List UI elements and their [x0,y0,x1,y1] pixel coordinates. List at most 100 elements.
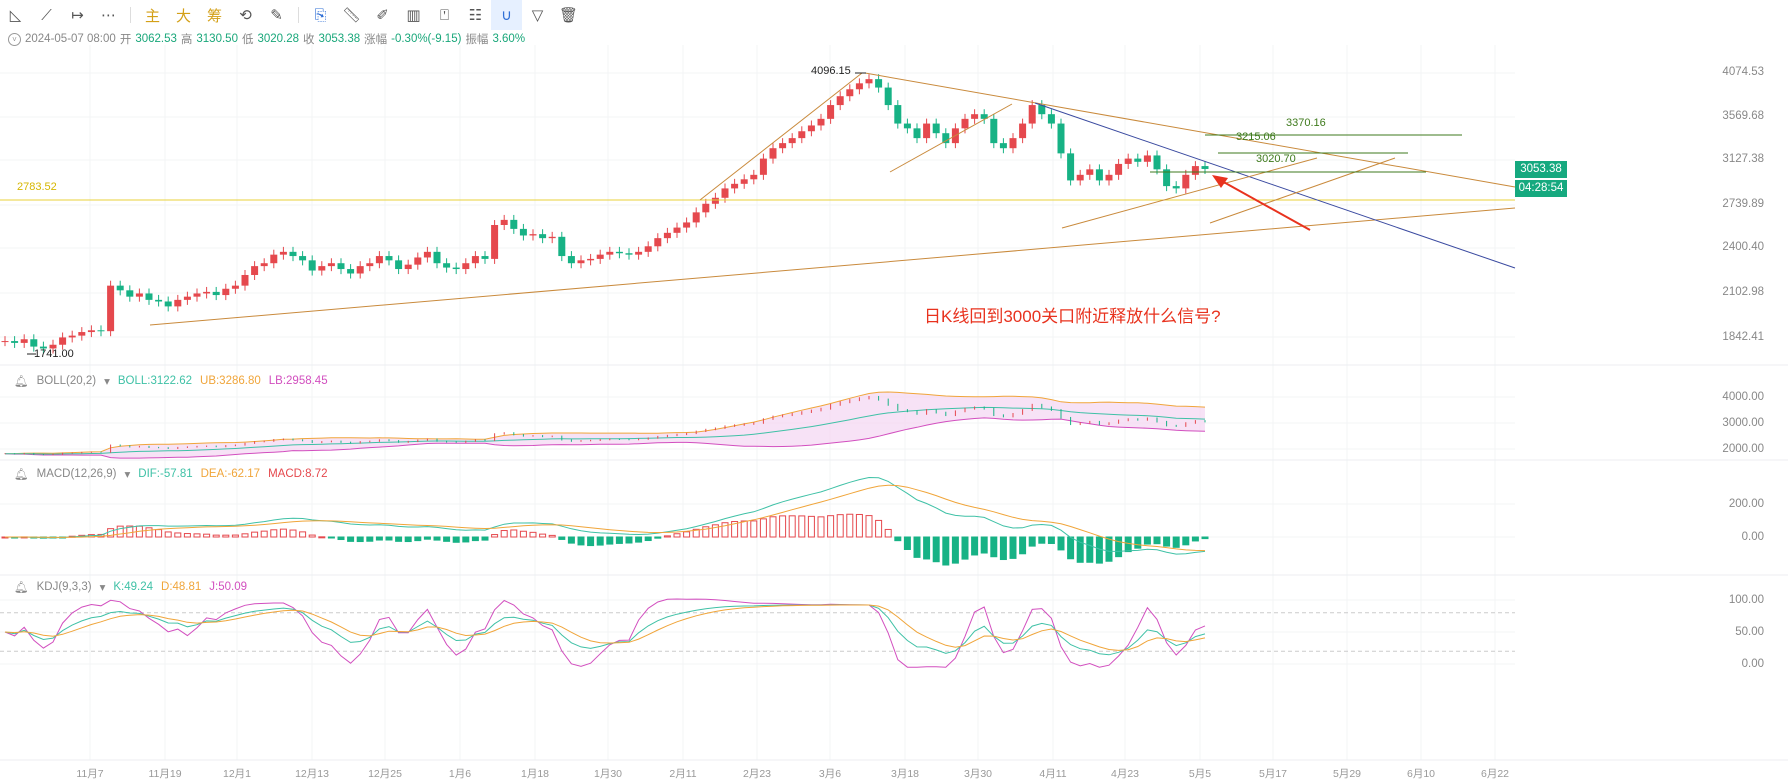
candle-body [548,236,556,239]
candle-body [500,219,508,225]
horizontal-segment-icon[interactable]: ↦ [71,7,84,24]
macd-histogram-bar [500,530,508,538]
candle-body [836,96,844,106]
macd-name[interactable]: MACD(12,26,9) [36,468,117,480]
macd-dea-value: DEA:-62.17 [200,468,261,480]
magnet-icon[interactable]: ∪ [491,0,522,30]
candle-body [212,291,220,296]
candle-body [1038,105,1046,115]
dropdown-caret-icon[interactable]: ▾ [99,582,106,594]
kdj-tick: 0.00 [1741,658,1764,670]
candle-body [203,291,211,294]
macd-histogram-bar [961,536,969,560]
macd-histogram-bar [779,515,787,538]
collapse-chevron-icon[interactable]: ˅ [8,32,21,46]
main-chart-button[interactable]: 主 [144,7,160,25]
macd-histogram-bar [1134,536,1142,549]
channel-line [889,103,1013,173]
macd-histogram-bar [817,516,825,538]
candle-body [740,179,748,184]
candle-body [1124,158,1132,164]
macd-histogram-bar [702,526,710,538]
macd-histogram-bar [1038,536,1046,544]
boll-tick: 2000.00 [1722,443,1764,455]
bell-icon[interactable]: 🔔︎ [14,469,29,481]
candle-body [529,234,537,236]
macd-histogram-bar [654,536,662,539]
candle-body [663,232,671,239]
macd-histogram-bar [587,536,595,547]
candle-body [145,293,153,300]
candle-body [347,269,355,274]
dropdown-caret-icon[interactable]: ▾ [104,376,110,388]
time-tick: 3月30 [963,768,993,780]
macd-histogram-bar [884,528,892,538]
price-tick: 3127.38 [1722,153,1764,165]
macd-histogram-bar [443,536,451,542]
bookmark-icon[interactable]: ⎘ [314,6,327,24]
dropdown-caret-icon[interactable]: ▾ [124,469,131,481]
macd-histogram-bar [577,536,585,546]
redraw-icon[interactable]: ⟲ [239,7,252,24]
macd-histogram-bar [615,536,623,544]
macd-histogram-bar [1163,536,1171,547]
red-arrow [1219,179,1311,231]
chip-distribution-button[interactable]: 筹 [206,7,222,25]
macd-histogram-bar [481,536,489,541]
macd-histogram-bar [1067,536,1075,560]
filter-icon[interactable]: ▽ [531,7,544,24]
boll-mid-line [4,406,1206,455]
line-tool-icon[interactable]: ⟋ [41,6,52,24]
lock-icon[interactable]: ⍞ [439,6,449,24]
candle-body [539,234,547,239]
candle-body [231,285,239,289]
candle-body [59,337,67,345]
trash-icon[interactable]: 🗑︎ [558,7,579,24]
bell-icon[interactable]: 🔔︎ [14,376,29,388]
candle-body [423,251,431,258]
macd-histogram-bar [596,536,604,546]
macd-histogram-bar [721,522,729,538]
time-tick: 11月19 [148,768,182,780]
macd-histogram-bar [942,536,950,566]
eraser-pen-icon[interactable]: ✎ [270,7,283,24]
candle-body [615,251,623,254]
candle-body [356,266,364,274]
macd-histogram-bar [558,536,566,540]
brush-icon[interactable]: ✐ [376,7,389,24]
candle-body [1019,123,1027,139]
big-order-button[interactable]: 大 [175,7,191,25]
macd-histogram-bar [1201,536,1209,540]
macd-histogram-bar [155,529,163,538]
more-icon[interactable]: ⋯ [101,7,116,24]
macd-histogram-bar [327,536,335,539]
countdown-tag: 04:28:54 [1515,180,1567,197]
kdj-legend: 🔔︎ KDJ(9,3,3) ▾ K:49.24 D:48.81 J:50.09 [14,580,247,594]
candle-body [78,332,86,336]
macd-histogram-bar [395,536,403,542]
candle-body [193,293,201,297]
candle-body [913,128,921,139]
candle-body [788,138,796,144]
boll-name[interactable]: BOLL(20,2) [36,375,97,387]
macd-histogram-bar [318,536,326,539]
note-edit-icon[interactable]: ☷ [468,7,483,24]
candle-body [87,330,95,333]
time-tick: 6月22 [1480,768,1510,780]
candle-body [1047,114,1055,124]
ruler-icon[interactable]: 📏︎ [341,7,362,24]
macd-histogram-bar [270,529,278,538]
bell-icon[interactable]: 🔔︎ [14,582,29,594]
candle-body [980,114,988,119]
macd-histogram-bar [212,534,220,538]
level-label: 3215.06 [1236,131,1276,143]
macd-histogram-bar [913,536,921,558]
candle-body [1009,138,1017,149]
candlestick-icon[interactable]: ▥ [406,7,421,24]
time-tick: 4月23 [1110,768,1140,780]
low-label: 低 [241,34,254,46]
triangle-tool-icon[interactable]: ◺ [9,7,22,24]
macd-histogram-bar [1115,536,1123,558]
kdj-name[interactable]: KDJ(9,3,3) [36,581,92,593]
